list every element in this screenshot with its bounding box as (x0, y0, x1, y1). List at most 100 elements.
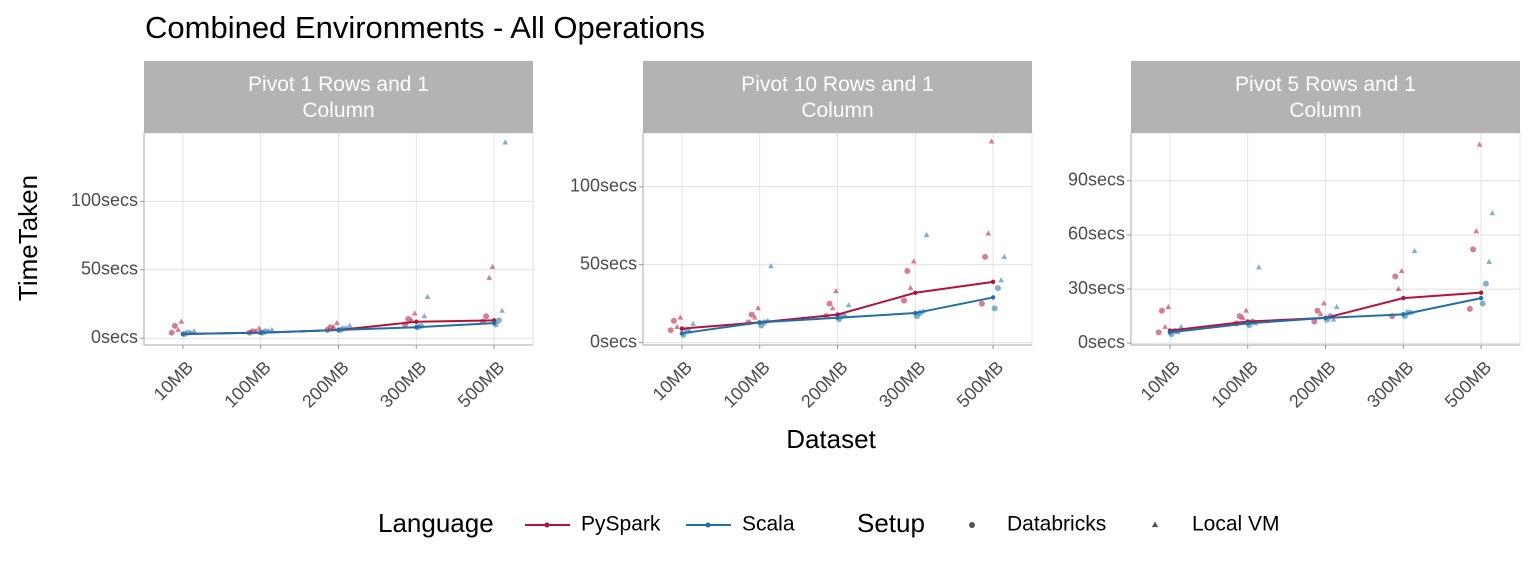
point (748, 311, 755, 318)
point (483, 313, 490, 320)
y-tick-label: 50secs (81, 259, 138, 279)
line-point (258, 330, 263, 335)
line-point (336, 327, 341, 333)
point (674, 323, 680, 329)
line-point (414, 325, 419, 330)
point (191, 328, 197, 334)
point (1321, 300, 1327, 306)
point (994, 285, 1001, 292)
point (904, 267, 911, 274)
point (833, 288, 839, 294)
point (486, 274, 493, 280)
x-tick-label: 100MB (1207, 357, 1261, 411)
y-tick-label: 0secs (91, 327, 138, 347)
point (1473, 228, 1480, 234)
point (411, 310, 418, 316)
point (667, 327, 674, 334)
point (334, 319, 340, 326)
line-point (1245, 321, 1250, 326)
point (1489, 210, 1496, 216)
chart-title: Combined Environments - All Operations (145, 10, 705, 45)
point (1482, 280, 1489, 287)
point (346, 322, 353, 328)
x-tick-label: 500MB (454, 357, 508, 411)
line-point (1323, 315, 1328, 321)
facet-title: Pivot 5 Rows and 1 Column (1235, 73, 1416, 122)
point (499, 307, 505, 313)
point (1162, 323, 1168, 329)
point (1398, 267, 1405, 273)
point (1165, 303, 1172, 310)
point (1243, 307, 1249, 313)
y-tick-label: 30secs (1068, 278, 1125, 298)
line-point (1478, 290, 1484, 295)
x-tick-label: 300MB (875, 357, 929, 411)
point (978, 300, 985, 307)
x-tick-label: 300MB (1363, 357, 1417, 411)
point (901, 297, 908, 304)
facet-strip (1131, 61, 1520, 133)
point (1476, 141, 1483, 147)
point (1240, 314, 1246, 320)
line-point (990, 295, 996, 300)
line-point (835, 315, 840, 320)
x-tick-label: 200MB (298, 357, 352, 411)
x-tick-label: 200MB (1285, 357, 1339, 411)
y-tick-label: 100secs (71, 190, 138, 210)
line-point (913, 310, 918, 316)
point (677, 314, 684, 320)
point (330, 324, 337, 330)
point (502, 139, 509, 145)
line-point (913, 290, 918, 295)
point (826, 300, 833, 307)
point (923, 231, 930, 238)
line-point (679, 331, 685, 336)
x-tick-label: 10MB (1137, 357, 1184, 404)
legend-dot (544, 522, 550, 528)
x-tick-label: 200MB (797, 357, 851, 411)
line-point (1401, 295, 1406, 301)
point (988, 138, 995, 144)
point (1479, 300, 1486, 307)
line-point (414, 319, 419, 324)
point (1158, 307, 1165, 314)
point (171, 322, 178, 329)
facet-strip (144, 61, 533, 133)
point (829, 305, 836, 311)
point (178, 318, 185, 324)
point (1486, 258, 1492, 264)
point (421, 313, 428, 319)
point (1411, 247, 1418, 254)
point (1317, 311, 1324, 317)
line-point (180, 331, 186, 337)
x-tick-label: 10MB (649, 357, 696, 404)
y-tick-label: 60secs (1068, 224, 1125, 244)
point (991, 305, 998, 312)
x-tick-label: 500MB (953, 357, 1007, 411)
point (1330, 316, 1337, 322)
point (1333, 303, 1340, 310)
point (982, 253, 989, 260)
line-point (1401, 312, 1406, 317)
x-tick-label: 300MB (376, 357, 430, 411)
point (1311, 318, 1318, 325)
point (1470, 246, 1477, 253)
legend-title: Setup (857, 508, 925, 538)
legend-label: PySpark (581, 513, 661, 536)
point (175, 326, 181, 332)
facet-strip (643, 61, 1032, 133)
point (845, 302, 852, 308)
point (998, 277, 1004, 283)
legend-dot (705, 522, 711, 528)
point (489, 263, 496, 269)
y-axis-title: TimeTaken (13, 175, 43, 301)
y-tick-label: 100secs (570, 176, 637, 196)
point (168, 329, 175, 336)
point (1236, 313, 1243, 320)
point (755, 305, 761, 311)
point (1395, 285, 1402, 291)
line-point (990, 279, 996, 285)
y-tick-label: 90secs (1068, 170, 1125, 190)
y-tick-label: 0secs (590, 331, 637, 351)
